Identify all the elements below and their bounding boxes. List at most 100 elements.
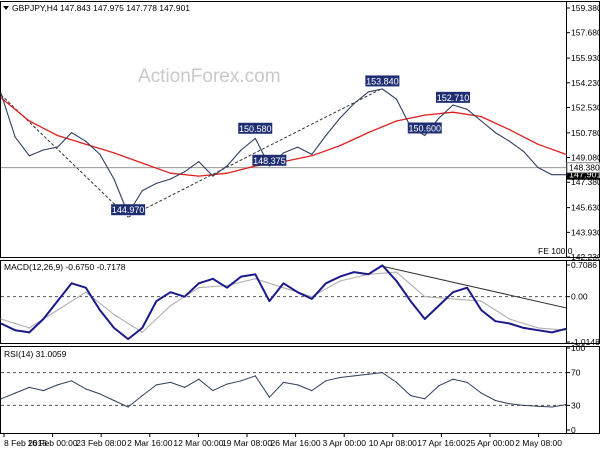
x-tick-label: 2 Mar 16:00 [127,438,173,448]
moving-average-line-point [198,175,200,177]
x-tick-label: 17 Apr 16:00 [417,438,465,448]
moving-average-line-point [141,162,143,164]
price-line-point [113,178,115,180]
macd-line-point [297,291,299,293]
macd-line-point [141,327,143,329]
x-tick-label: 3 Apr 00:00 [322,438,366,448]
macd-line-point [212,278,214,280]
rsi-line-point [508,403,511,405]
macd-line [0,264,567,341]
level-marker: 148.380 [566,162,600,174]
price-line-point [0,92,2,94]
rsi-line-point [565,403,567,406]
panel-frame-macd [0,260,600,344]
macd-line-point [438,304,440,307]
price-trendline [0,94,129,218]
macd-signal-line-point [198,287,200,289]
macd-signal-line-point [508,318,511,320]
y-tick-label-rsi: 100 [571,343,585,353]
macd-signal-line-point [480,300,482,302]
moving-average-line-point [113,152,115,154]
price-line-point [99,153,101,155]
rsi-line-point [99,393,101,395]
rsi-line-point [551,406,553,408]
macd-signal-line-point [537,327,539,329]
rsi-line-point [381,372,383,374]
y-tick-label-price: 150.780 [571,128,600,138]
macd-line-point [353,271,355,273]
rsi-line-point [494,399,496,402]
rsi-line-point [282,381,285,384]
price-line-point [325,134,327,137]
y-tick-label-price: 147.380 [571,177,600,187]
rsi-line-point [325,380,327,382]
macd-line-point [395,280,398,282]
macd-line-point [339,275,341,278]
price-line-point [282,152,285,154]
moving-average-line-point [480,116,482,118]
rsi-line-point [56,384,59,386]
macd-signal-line-point [113,313,115,316]
x-tick-label: 16 Feb 00:00 [28,438,78,448]
macd-line-point [410,300,412,302]
rsi-line-point [537,405,539,407]
x-tick-label: 23 Feb 08:00 [76,438,126,448]
macd-line-point [85,287,87,289]
macd-line-point [113,327,115,329]
price-line-point [85,140,87,142]
macd-line-point [268,300,270,302]
moving-average-line-point [226,172,228,174]
y-tick-label-rsi: 30 [571,400,581,410]
rsi-line-point [410,394,412,397]
moving-average-line-point [452,111,454,113]
callout-box [407,122,442,134]
price-line-point [226,165,228,167]
y-tick-label-price: 154.230 [571,78,600,88]
rsi-line-point [184,386,186,388]
y-tick-label-price: 142.230 [571,252,600,262]
price-line-point [71,131,73,134]
price-line-point [184,171,186,173]
rsi-line-point [155,384,157,386]
callout-box [365,75,400,87]
price-line-point [169,178,172,180]
price-callout: 150.600 [407,122,442,134]
rsi-line-point [311,390,313,392]
rsi-line-point [452,378,454,380]
rsi-line-point [297,384,299,386]
macd-line-point [466,287,468,289]
callout-label: 152.710 [437,93,470,103]
price-line-point [381,88,383,90]
rsi-line-point [141,394,143,397]
rsi-line-point [480,392,482,394]
callout-box [252,154,287,166]
x-tick-label: 26 Mar 16:00 [271,438,321,448]
moving-average-line-point [339,145,341,147]
price-callout: 152.710 [436,91,470,103]
price-callout: 148.375 [252,154,287,166]
y-tick-label-price: 155.930 [571,53,600,63]
rsi-line-point [169,381,172,384]
rsi-line-point [113,399,115,402]
price-line-point [339,117,341,119]
rsi-line-point [127,406,129,408]
macd-line-point [565,328,567,330]
macd-line-point [254,273,256,275]
moving-average-line-point [56,134,59,137]
macd-signal-line-point [169,304,172,307]
macd-line-point [240,275,242,278]
moving-average-line-point [537,143,539,145]
y-tick-label-price: 145.630 [571,203,600,213]
macd-signal-line-point [452,298,454,300]
y-tick-label-price: 143.930 [571,227,600,237]
price-line-point [565,174,567,176]
current-price-label: 147.901 [569,170,600,180]
rsi-line-point [198,378,200,380]
moving-average-line-point [28,120,30,122]
title-marker-icon [3,6,9,10]
rsi-line-point [226,383,228,385]
macd-signal-line-point [0,318,2,320]
rsi-line [0,372,567,408]
x-tick-label: 25 Apr 00:00 [466,438,514,448]
macd-line-point [367,273,369,275]
